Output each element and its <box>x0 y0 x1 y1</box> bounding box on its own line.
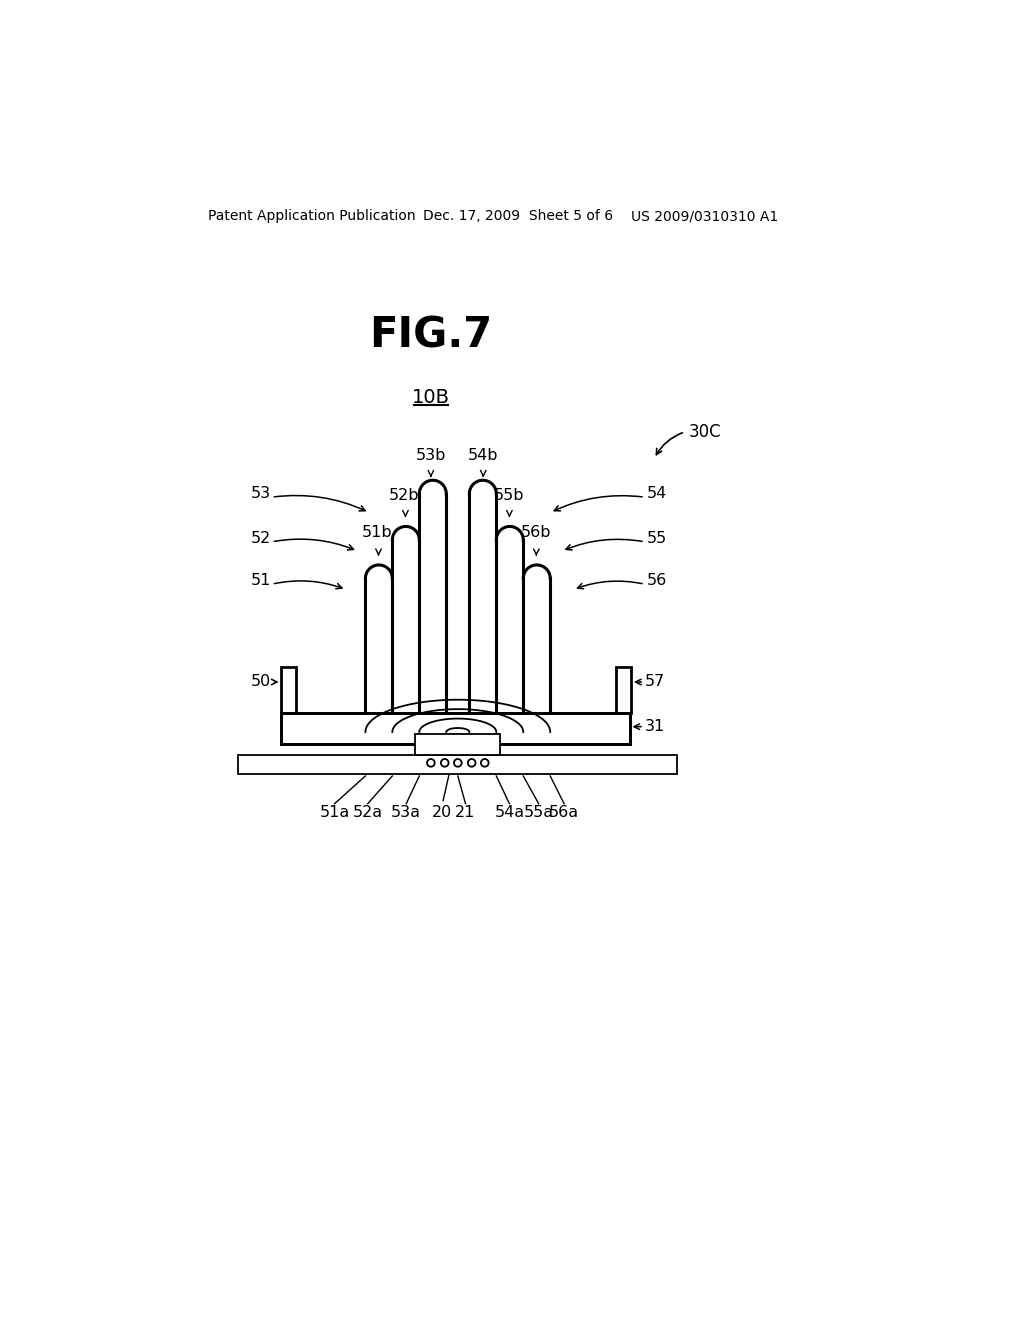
Text: 52a: 52a <box>352 805 383 820</box>
Text: 53a: 53a <box>391 805 421 820</box>
Text: 52: 52 <box>251 531 270 545</box>
Bar <box>239 755 677 775</box>
Text: 54: 54 <box>646 486 667 500</box>
Text: 51b: 51b <box>361 524 392 540</box>
Bar <box>281 713 630 743</box>
Text: 57: 57 <box>645 675 666 689</box>
Text: 30C: 30C <box>689 422 722 441</box>
Text: 53: 53 <box>251 486 270 500</box>
Text: 20: 20 <box>432 805 453 820</box>
Text: FIG.7: FIG.7 <box>370 314 493 356</box>
Circle shape <box>441 759 449 767</box>
Text: 56: 56 <box>646 573 667 587</box>
Bar <box>416 734 500 755</box>
Text: Dec. 17, 2009  Sheet 5 of 6: Dec. 17, 2009 Sheet 5 of 6 <box>423 209 613 223</box>
Text: 56b: 56b <box>521 524 552 540</box>
Circle shape <box>481 759 488 767</box>
Text: 54b: 54b <box>468 447 499 462</box>
Bar <box>281 667 296 713</box>
Text: 22: 22 <box>645 760 666 776</box>
Text: 55b: 55b <box>495 488 524 503</box>
Text: 53b: 53b <box>416 447 446 462</box>
Text: US 2009/0310310 A1: US 2009/0310310 A1 <box>631 209 778 223</box>
Bar <box>615 667 631 713</box>
Text: 54a: 54a <box>495 805 524 820</box>
Text: 31: 31 <box>645 719 666 734</box>
Text: Patent Application Publication: Patent Application Publication <box>208 209 415 223</box>
Circle shape <box>468 759 475 767</box>
Circle shape <box>427 759 435 767</box>
Text: 51: 51 <box>250 573 270 587</box>
Text: 51a: 51a <box>319 805 350 820</box>
Text: 55: 55 <box>646 531 667 545</box>
Text: 52b: 52b <box>389 488 419 503</box>
Text: 55a: 55a <box>523 805 554 820</box>
Text: 50: 50 <box>251 675 270 689</box>
Text: 21: 21 <box>456 805 476 820</box>
Bar <box>281 713 630 743</box>
Text: 56a: 56a <box>549 805 580 820</box>
Circle shape <box>454 759 462 767</box>
Text: 10B: 10B <box>412 388 450 407</box>
